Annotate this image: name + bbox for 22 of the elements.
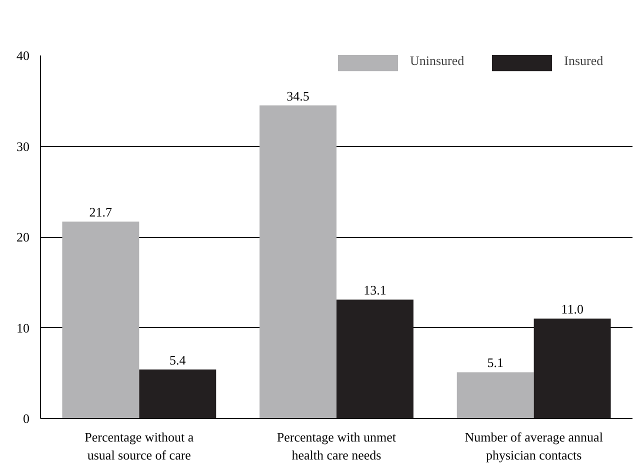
data-label: 13.1 xyxy=(364,282,386,298)
bar xyxy=(534,318,611,418)
x-tick-label: Number of average annual physician contacts xyxy=(464,430,604,462)
bar xyxy=(139,369,216,418)
legend-label: Insured xyxy=(564,54,604,69)
legend-label: Uninsured xyxy=(410,54,464,69)
data-label: 5.1 xyxy=(487,355,504,370)
y-tick-label: 40 xyxy=(16,48,30,63)
y-tick-label: 0 xyxy=(23,411,30,426)
data-label: 21.7 xyxy=(89,204,113,220)
bar xyxy=(260,105,336,418)
x-tick-label: Percentage without a usual source of care xyxy=(84,430,194,462)
data-label: 11.0 xyxy=(561,302,584,317)
y-tick-label: 30 xyxy=(16,138,30,154)
bar xyxy=(336,300,414,418)
bar xyxy=(456,372,534,418)
y-tick-label: 20 xyxy=(16,230,30,244)
y-tick-label: 10 xyxy=(16,320,30,336)
data-label: 34.5 xyxy=(286,88,310,104)
x-tick-label: Percentage with unmet health care needs xyxy=(276,430,396,462)
data-label: 5.4 xyxy=(170,352,186,368)
bar xyxy=(62,222,140,418)
